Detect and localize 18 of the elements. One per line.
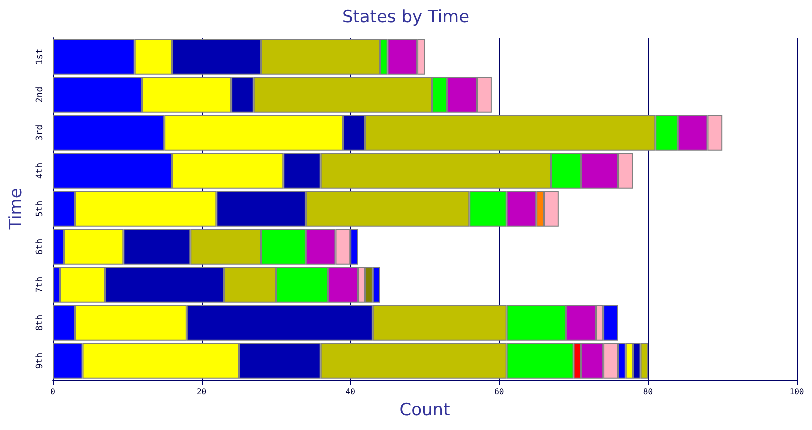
x-axis-title: Count (400, 400, 451, 420)
y-tick-label: 1st (36, 48, 46, 66)
y-tick-label: 5th (36, 200, 46, 218)
y-axis-title: Time (6, 188, 26, 231)
y-tick-label: 2nd (36, 86, 46, 104)
y-tick-label: 6th (36, 238, 46, 256)
y-tick-label: 7th (36, 276, 46, 294)
x-tick-label: 40 (346, 388, 356, 396)
y-tick-label: 8th (36, 314, 46, 332)
x-tick-label: 60 (494, 388, 504, 396)
x-tick-label: 100 (790, 388, 804, 396)
y-tick-label: 9th (36, 352, 46, 370)
x-tick-label: 0 (50, 388, 56, 396)
y-tick-label: 3rd (36, 124, 46, 142)
y-tick-label: 4th (36, 162, 46, 180)
chart-title: States by Time (342, 8, 470, 28)
x-tick-label: 20 (196, 388, 207, 396)
x-tick-label: 80 (643, 388, 654, 396)
